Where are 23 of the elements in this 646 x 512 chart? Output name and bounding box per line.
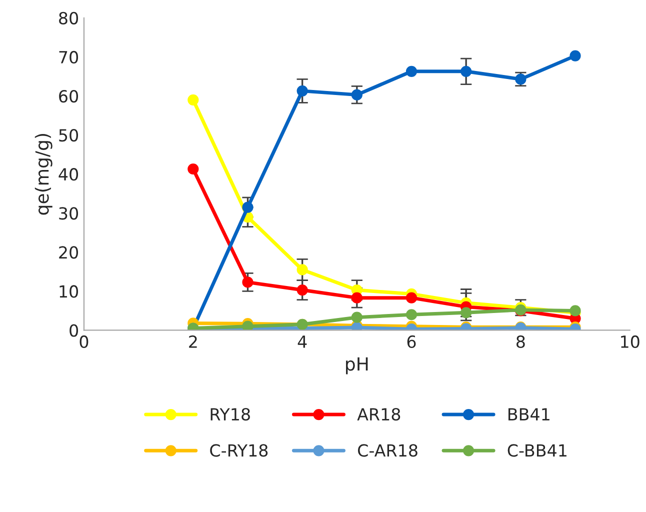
y-tick-label: 50 (59, 129, 78, 142)
x-tick-label: 8 (516, 335, 525, 348)
x-tick-label: 2 (189, 335, 197, 348)
legend-label: C-BB41 (508, 444, 566, 457)
y-tick-label: 60 (59, 90, 78, 103)
y-tick-label: 20 (59, 246, 78, 259)
x-tick-label: 4 (298, 336, 307, 348)
y-tick-label: 30 (59, 207, 78, 220)
legend-label: RY18 (210, 408, 250, 421)
y-tick-label: 0 (70, 324, 78, 337)
legend-label: AR18 (357, 408, 400, 421)
y-tick-label: 10 (60, 285, 78, 298)
legend-label: BB41 (508, 408, 550, 420)
legend-label: C-RY18 (210, 444, 268, 457)
legend-label: C-AR18 (358, 444, 418, 457)
x-tick-label: 10 (621, 335, 640, 348)
y-tick-label: 40 (58, 168, 78, 181)
x-tick-label: 0 (80, 335, 88, 348)
y-axis-title: qe(mg/g) (34, 134, 52, 215)
y-tick-label: 70 (59, 50, 78, 64)
y-tick-label: 80 (59, 12, 78, 24)
x-tick-label: 6 (407, 335, 416, 348)
x-axis-title: pH (346, 357, 368, 374)
